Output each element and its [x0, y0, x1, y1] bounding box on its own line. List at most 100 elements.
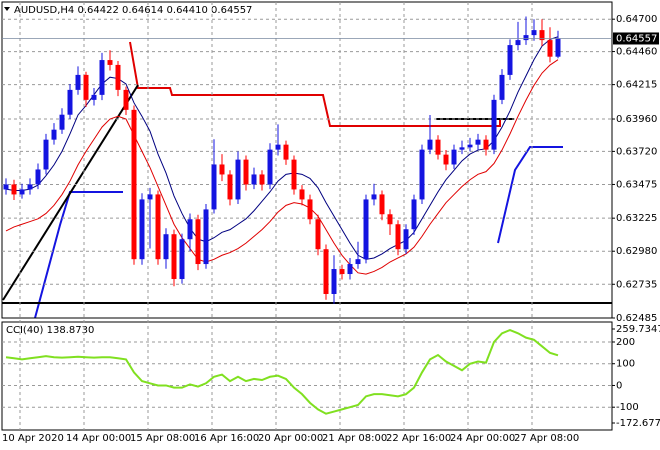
candle-body [475, 139, 481, 145]
candle-body [275, 144, 281, 150]
candle-body [291, 159, 297, 190]
candle-body [19, 189, 25, 195]
candle-body [3, 184, 9, 190]
candle-body [27, 184, 33, 190]
candle-body [11, 184, 17, 195]
candle-body [419, 149, 425, 200]
price-label: 0.64557 [616, 33, 657, 44]
candle-body [67, 89, 73, 115]
candle-body [163, 234, 169, 260]
candle-body [51, 129, 57, 140]
candle-body [211, 164, 217, 210]
y-tick-label: 0.62485 [616, 313, 657, 324]
y-tick-label: 0.64700 [616, 14, 657, 25]
candle-body [155, 194, 161, 260]
y-tick-label: 0.62735 [616, 279, 657, 290]
candle-body [115, 64, 121, 90]
candle-body [235, 159, 241, 200]
title-arrow [4, 7, 10, 11]
candle-body [483, 139, 489, 150]
y-tick-label: 0.63960 [616, 114, 657, 125]
candle-body [451, 149, 457, 165]
x-tick-label: 27 Apr 08:00 [514, 433, 579, 444]
y-tick-label: 200 [616, 337, 635, 348]
candle-body [259, 174, 265, 185]
candle-body [523, 35, 529, 41]
candle-body [395, 224, 401, 250]
candle-body [467, 144, 473, 148]
candle-body [203, 209, 209, 265]
price-label-box [613, 32, 659, 45]
y-tick-label: 259.7347 [616, 324, 660, 335]
candle-body [379, 194, 385, 215]
candle-body [243, 159, 249, 185]
candle-body [83, 74, 89, 100]
y-tick-label: 100 [616, 359, 635, 370]
candle-body [459, 147, 465, 150]
candle-body [131, 109, 137, 260]
y-tick-label: 0.64215 [616, 80, 657, 91]
x-tick-label: 14 Apr 00:00 [66, 433, 131, 444]
candle-body [387, 214, 393, 225]
x-tick-label: 24 Apr 00:00 [450, 433, 515, 444]
chart-title: AUDUSD,H4 0.64422 0.64614 0.64410 0.6455… [14, 5, 252, 16]
candle-body [35, 169, 41, 185]
candle-body [267, 149, 273, 185]
y-tick-label: -100 [616, 402, 639, 413]
x-tick-label: 22 Apr 16:00 [386, 433, 451, 444]
candle-body [515, 40, 521, 46]
candle-body [91, 94, 97, 100]
candle-body [59, 114, 65, 130]
x-tick-label: 15 Apr 08:00 [130, 433, 195, 444]
candle-body [547, 40, 553, 57]
candle-body [99, 60, 105, 95]
candle-body [283, 144, 289, 160]
step-line [497, 146, 563, 244]
candle-body [251, 174, 257, 185]
candle-body [107, 60, 113, 65]
candle-body [195, 219, 201, 265]
candle-body [491, 99, 497, 150]
candle-body [307, 199, 313, 220]
y-tick-label: 0.63225 [616, 213, 657, 224]
y-tick-label: 0.62980 [616, 246, 657, 257]
candle-body [299, 189, 305, 200]
cci-title: CCI(40) 138.8730 [6, 325, 94, 336]
moving-average [5, 36, 559, 260]
price-panel [1, 1, 613, 319]
candle-body [403, 229, 409, 250]
candle-body [339, 269, 345, 275]
cci-panel [1, 321, 613, 431]
candle-body [443, 154, 449, 165]
candle-body [435, 139, 441, 155]
candle-body [411, 199, 417, 230]
trend-line [2, 84, 139, 301]
candle-body [75, 74, 81, 90]
step-line [129, 41, 501, 127]
y-tick-label: 0.63720 [616, 146, 657, 157]
candle-body [331, 269, 337, 294]
moving-average [5, 59, 559, 275]
candle-body [363, 199, 369, 260]
candle-body [123, 89, 129, 110]
candle-body [507, 45, 513, 75]
candle-body [531, 30, 537, 36]
candle-body [355, 259, 361, 265]
candle-body [499, 74, 505, 100]
x-tick-label: 10 Apr 2020 [2, 433, 64, 444]
candle-body [219, 164, 225, 175]
candle-body [371, 194, 377, 200]
candle-body [555, 38, 561, 57]
y-tick-label: 0.64460 [616, 47, 657, 58]
x-tick-label: 16 Apr 16:00 [194, 433, 259, 444]
candle-body [187, 219, 193, 240]
candle-body [539, 30, 545, 41]
candle-body [147, 194, 153, 200]
x-tick-label: 21 Apr 08:00 [322, 433, 387, 444]
y-tick-label: 0.63475 [616, 179, 657, 190]
step-line [34, 191, 123, 319]
candle-body [171, 234, 177, 280]
x-tick-label: 20 Apr 00:00 [258, 433, 323, 444]
